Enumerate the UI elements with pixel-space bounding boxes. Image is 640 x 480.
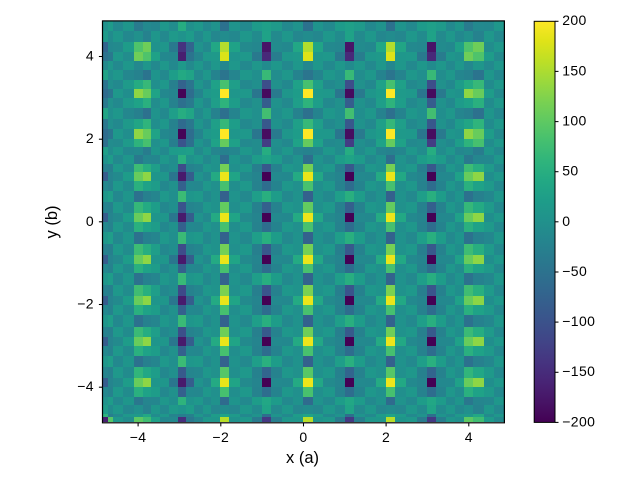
svg-text:y (b): y (b) bbox=[43, 206, 61, 239]
svg-text:4: 4 bbox=[465, 429, 473, 445]
svg-text:−50: −50 bbox=[562, 263, 587, 279]
svg-text:−150: −150 bbox=[562, 363, 595, 379]
svg-text:4: 4 bbox=[86, 47, 94, 63]
svg-text:2: 2 bbox=[382, 429, 390, 445]
svg-text:0: 0 bbox=[299, 429, 307, 445]
svg-text:−100: −100 bbox=[562, 313, 595, 329]
svg-text:−2: −2 bbox=[212, 429, 229, 445]
svg-text:−4: −4 bbox=[130, 429, 147, 445]
svg-text:−200: −200 bbox=[562, 413, 595, 429]
svg-text:2: 2 bbox=[86, 130, 94, 146]
svg-text:−4: −4 bbox=[77, 378, 94, 394]
svg-text:0: 0 bbox=[562, 213, 570, 229]
svg-text:0: 0 bbox=[86, 213, 94, 229]
svg-text:200: 200 bbox=[562, 12, 587, 28]
svg-text:150: 150 bbox=[562, 62, 587, 78]
svg-text:100: 100 bbox=[562, 113, 587, 129]
svg-text:x (a): x (a) bbox=[286, 449, 319, 467]
svg-text:50: 50 bbox=[562, 163, 578, 179]
svg-text:−2: −2 bbox=[77, 295, 94, 311]
